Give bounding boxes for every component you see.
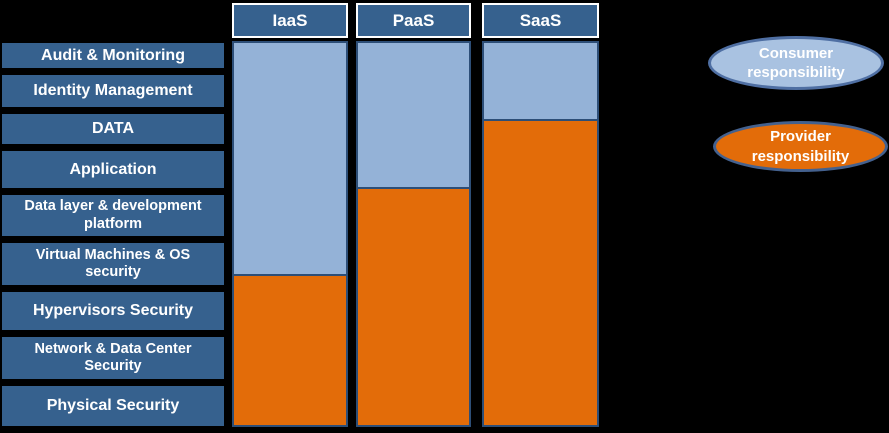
layer-network-data-center-security: Network & Data Center Security [2,337,224,379]
layer-labels-column: Audit & Monitoring Identity Management D… [2,43,224,433]
stacked-bar-saas [482,41,599,427]
legend-provider-label: Provider responsibility [751,128,850,165]
legend-consumer-label: Consumer responsibility [747,44,845,82]
stacked-bar-iaas [232,41,348,427]
provider-segment [358,187,469,425]
column-header-iaas: IaaS [232,3,348,38]
column-paas: PaaS [356,3,471,427]
consumer-segment [358,43,469,188]
column-saas: SaaS [482,3,599,427]
consumer-segment [234,43,346,275]
consumer-segment [484,43,597,120]
provider-segment [484,119,597,425]
layer-physical-security: Physical Security [2,386,224,426]
stacked-bar-paas [356,41,471,427]
layer-audit-monitoring: Audit & Monitoring [2,43,224,68]
layer-data: DATA [2,114,224,144]
legend-consumer-responsibility: Consumer responsibility [708,36,884,90]
layer-hypervisors-security: Hypervisors Security [2,292,224,330]
column-header-saas: SaaS [482,3,599,38]
layer-data-layer-development-platform: Data layer & development platform [2,195,224,236]
layer-application: Application [2,151,224,188]
column-header-paas: PaaS [356,3,471,38]
provider-segment [234,274,346,425]
layer-identity-management: Identity Management [2,75,224,107]
layer-virtual-machines-os-security: Virtual Machines & OS security [2,243,224,285]
column-iaas: IaaS [232,3,348,427]
legend-provider-responsibility: Provider responsibility [713,121,888,172]
